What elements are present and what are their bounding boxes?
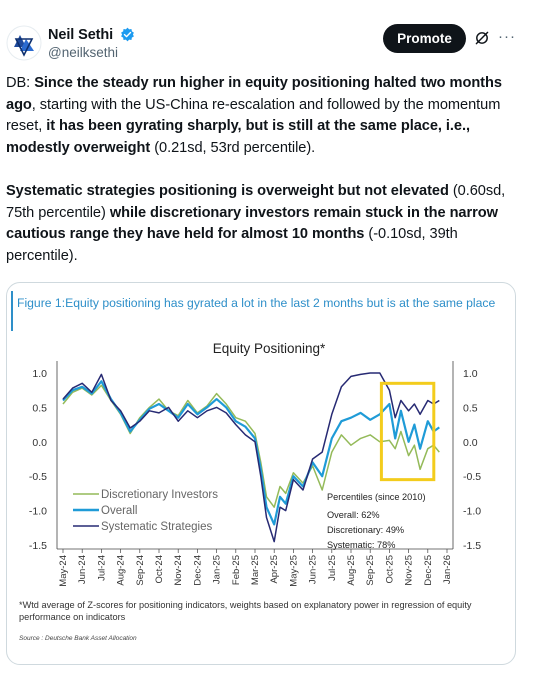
y-tick-right-label: -1.0 bbox=[463, 506, 481, 518]
y-tick-left-label: 1.0 bbox=[32, 368, 47, 380]
x-tick-label: Sep-25 bbox=[365, 555, 376, 586]
p1-segment-4: (0.21sd, 53rd percentile). bbox=[150, 139, 316, 156]
percentiles-line: Overall: 62% bbox=[327, 510, 380, 520]
p2-segment-1: (0.60sd, 75th percentile) bbox=[6, 182, 506, 221]
x-tick-label: Aug-24 bbox=[116, 555, 127, 586]
verified-badge-icon bbox=[121, 27, 134, 42]
y-tick-right-label: -0.5 bbox=[463, 471, 481, 483]
figure-source: Source : Deutsche Bank Asset Allocation bbox=[19, 635, 137, 642]
legend: Discretionary Investors Overall Systematic… bbox=[73, 489, 218, 533]
series-line-overall bbox=[62, 380, 440, 526]
tweet-header: Neil Sethi @neilksethi Promote ··· bbox=[0, 0, 534, 70]
x-tick-label: May-25 bbox=[288, 555, 299, 587]
chart-title: Equity Positioning* bbox=[213, 341, 326, 356]
series-line-systematic-strategies bbox=[62, 372, 440, 543]
grok-icon[interactable] bbox=[474, 30, 490, 46]
x-tick-label: Mar-25 bbox=[250, 555, 261, 585]
p1-segment-3: it has been gyrating sharply, but is sti… bbox=[6, 118, 470, 156]
more-options-icon[interactable]: ··· bbox=[498, 28, 516, 45]
figure-caption: Figure 1:Equity positioning has gyrated … bbox=[17, 296, 496, 310]
media-card[interactable]: Figure 1:Equity positioning has gyrated … bbox=[6, 282, 516, 665]
promote-button[interactable]: Promote bbox=[383, 24, 466, 53]
x-tick-label: Dec-24 bbox=[192, 555, 203, 586]
legend-label: Discretionary Investors bbox=[101, 489, 218, 501]
x-tick-label: Jan-25 bbox=[212, 555, 223, 584]
p2-segment-2: while discretionary investors remain stu… bbox=[6, 204, 498, 243]
x-tick-label: Jan-26 bbox=[442, 555, 453, 584]
display-name[interactable]: Neil Sethi bbox=[48, 27, 114, 43]
percentiles-line: Systematic: 78% bbox=[327, 540, 395, 550]
y-tick-left-label: 0.5 bbox=[32, 402, 47, 414]
x-tick-label: Jun-24 bbox=[77, 555, 88, 584]
x-tick-label: Jun-25 bbox=[308, 555, 319, 584]
x-tick-label: Oct-24 bbox=[154, 555, 165, 584]
figure-accent-rule bbox=[11, 291, 13, 331]
tweet-text: DB: Since the steady run higher in equit… bbox=[6, 73, 522, 289]
y-tick-left-label: -1.0 bbox=[29, 506, 47, 518]
y-tick-left-label: -1.5 bbox=[29, 540, 47, 552]
x-tick-label: Nov-24 bbox=[173, 555, 184, 586]
avatar-logo-icon bbox=[6, 25, 42, 61]
p1-segment-2: , starting with the US-China re-escalati… bbox=[6, 96, 501, 135]
y-tick-right-label: 1.0 bbox=[463, 368, 478, 380]
avatar[interactable] bbox=[6, 25, 42, 61]
equity-positioning-chart: Equity Positioning* 1.0 0.5 0.0 -0.5 -1.0 -1.… bbox=[29, 341, 481, 587]
x-tick-label: Aug-25 bbox=[346, 555, 357, 586]
user-handle[interactable]: @neilksethi bbox=[48, 45, 118, 60]
tweet-paragraph-1: DB: Since the steady run higher in equit… bbox=[6, 73, 522, 159]
percentiles-box: Percentiles (since 2010) Overall: 62% Disc… bbox=[327, 492, 426, 550]
p1-segment-1: Since the steady run higher in equity po… bbox=[6, 75, 502, 113]
p2-segment-3: (-0.10sd, 39th percentile). bbox=[6, 226, 458, 264]
legend-label: Overall bbox=[101, 505, 137, 517]
y-tick-right-label: 0.5 bbox=[463, 402, 478, 414]
p1-segment-0: DB: bbox=[6, 75, 35, 91]
x-ticks: May-24 Jun-24 Jul-24 Aug-24 Sep-24 Oct-24 Nov-… bbox=[58, 549, 453, 587]
y-ticks-left: 1.0 0.5 0.0 -0.5 -1.0 -1.5 bbox=[29, 368, 47, 552]
p2-segment-0: Systematic strategies positioning is ove… bbox=[6, 182, 449, 199]
y-tick-right-label: -1.5 bbox=[463, 540, 481, 552]
legend-label: Systematic Strategies bbox=[101, 521, 212, 533]
x-tick-label: Jul-24 bbox=[96, 555, 107, 581]
y-ticks-right: 1.0 0.5 0.0 -0.5 -1.0 -1.5 bbox=[463, 368, 481, 552]
y-tick-left-label: -0.5 bbox=[29, 471, 47, 483]
percentiles-line: Discretionary: 49% bbox=[327, 525, 404, 535]
percentiles-title: Percentiles (since 2010) bbox=[327, 492, 426, 502]
x-tick-label: Nov-25 bbox=[404, 555, 415, 586]
x-tick-label: Feb-25 bbox=[231, 555, 242, 585]
x-tick-label: Oct-25 bbox=[384, 555, 395, 584]
highlight-box bbox=[379, 381, 436, 482]
x-tick-label: Dec-25 bbox=[423, 555, 434, 586]
series-group bbox=[62, 372, 440, 543]
y-tick-left-label: 0.0 bbox=[32, 437, 47, 449]
x-tick-label: Jul-25 bbox=[327, 555, 338, 581]
x-tick-label: Apr-25 bbox=[269, 555, 280, 584]
figure-footnote: *Wtd average of Z-scores for positioning… bbox=[19, 600, 472, 622]
y-tick-right-label: 0.0 bbox=[463, 437, 478, 449]
tweet-paragraph-2: Systematic strategies positioning is ove… bbox=[6, 181, 522, 267]
x-tick-label: Sep-24 bbox=[135, 555, 146, 586]
x-tick-label: May-24 bbox=[58, 555, 69, 587]
